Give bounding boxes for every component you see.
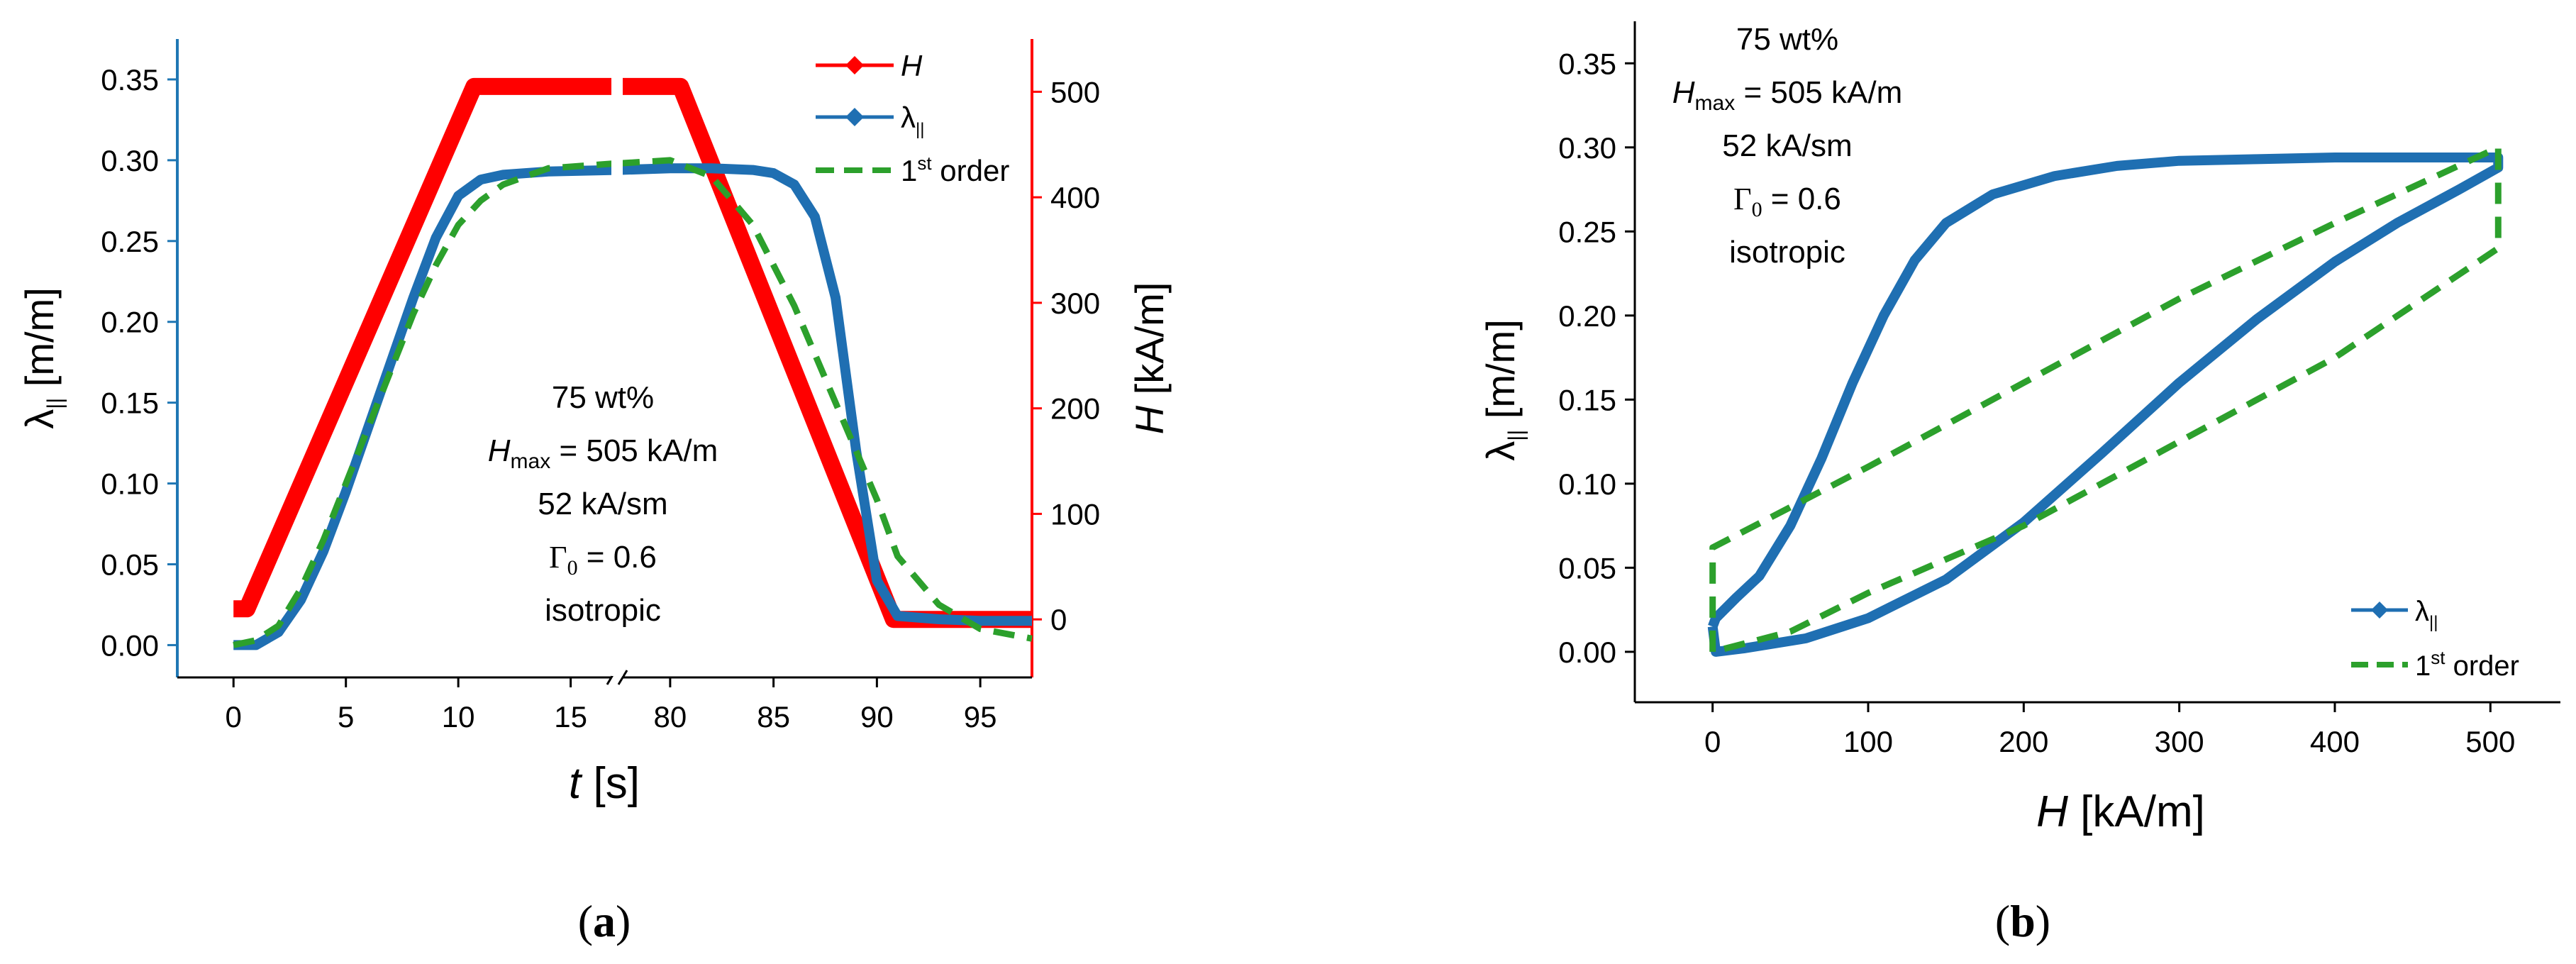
y2-tick-label: 500 <box>1050 75 1100 109</box>
y-tick-label: 0.05 <box>101 548 159 582</box>
series-lambda-line <box>233 165 616 650</box>
legend-lambda-marker <box>845 108 864 126</box>
annotation-a-line-3: Γ0 = 0.6 <box>549 540 657 580</box>
annotation-b-line-3: Γ0 = 0.6 <box>1733 182 1841 221</box>
x-tick-label: 85 <box>757 700 790 733</box>
y-tick-label: 0.20 <box>101 306 159 339</box>
legend-h-label: H <box>901 49 923 82</box>
annotation-a-line-2: 52 kA/sm <box>538 487 667 521</box>
series-lambda-line <box>618 163 1032 626</box>
x-tick-label: 10 <box>442 700 475 733</box>
x-axis-label: H [kA/m] <box>2036 787 2205 836</box>
y2-tick-label: 100 <box>1050 497 1100 531</box>
x-tick-label: 100 <box>1843 725 1893 758</box>
legend-lambda-label: λ|| <box>901 101 924 139</box>
y-tick-label: 0.35 <box>101 63 159 96</box>
x-tick-label: 95 <box>964 700 997 733</box>
y-tick-label: 0.25 <box>101 225 159 258</box>
x-tick-label: 0 <box>226 700 242 733</box>
x-tick-label: 400 <box>2310 725 2360 758</box>
break-gap <box>611 39 623 676</box>
panel-label-a: (a) <box>578 896 631 946</box>
series-h-line <box>233 77 616 618</box>
legend-lambda-marker <box>2371 602 2388 619</box>
annotation-a-line-4: isotropic <box>545 593 661 628</box>
legend-first-order-label: 1st order <box>901 153 1009 187</box>
annotation-a-line-1: Hmax = 505 kA/m <box>488 433 718 473</box>
y2-tick-label: 200 <box>1050 392 1100 426</box>
y-tick-label: 0.10 <box>101 467 159 501</box>
y-tick-label: 0.30 <box>1558 131 1616 165</box>
series-first-order-line <box>618 157 1033 642</box>
axis-break-mark <box>617 670 628 685</box>
legend-h-marker <box>845 56 864 74</box>
legend-b: λ|| 1st order <box>2351 596 2519 682</box>
series-lambda-line <box>1707 153 2504 657</box>
y2-axis-label: H [kA/m] <box>1127 282 1172 435</box>
y-tick-label: 0.15 <box>101 387 159 420</box>
y-tick-label: 0.30 <box>101 144 159 177</box>
panel-label-b: (b) <box>1995 896 2050 946</box>
chart-b: 0.00 0.05 0.10 0.15 0.20 0.25 0.30 0.35 0 100 200 3… <box>1478 21 2560 946</box>
y-tick-label: 0.25 <box>1558 215 1616 248</box>
series-first-order-line <box>1709 144 2502 655</box>
y-tick-label: 0.15 <box>1558 383 1616 416</box>
y-tick-label: 0.35 <box>1558 47 1616 80</box>
y-tick-label: 0.10 <box>1558 467 1616 501</box>
y-tick-label: 0.05 <box>1558 551 1616 585</box>
series-first-order-line <box>233 160 616 648</box>
y-tick-label: 0.00 <box>101 628 159 662</box>
x-tick-label: 0 <box>1704 725 1721 758</box>
chart-a: 0.000.050.100.150.200.250.300.3501002003… <box>17 39 1172 946</box>
y-tick-label: 0.20 <box>1558 299 1616 333</box>
y2-tick-label: 400 <box>1050 181 1100 214</box>
annotation-b-line-0: 75 wt% <box>1736 22 1838 57</box>
y-axis-label: λ|| [m/m] <box>17 287 67 429</box>
x-tick-label: 500 <box>2465 725 2515 758</box>
legend-first-order-label: 1st order <box>2415 647 2519 682</box>
y-axis-label: λ|| [m/m] <box>1478 319 1528 461</box>
y2-tick-label: 300 <box>1050 287 1100 320</box>
x-tick-label: 200 <box>1999 725 2048 758</box>
legend-a: Hλ|| 1st order <box>816 49 1009 187</box>
annotation-b-line-4: isotropic <box>1729 235 1845 270</box>
annotation-b-line-2: 52 kA/sm <box>1722 128 1852 163</box>
x-tick-label: 5 <box>338 700 354 733</box>
x-tick-label: 80 <box>654 700 687 733</box>
annotation-b-line-1: Hmax = 505 kA/m <box>1672 75 1902 115</box>
x-tick-label: 15 <box>554 700 587 733</box>
y-tick-label: 0.00 <box>1558 636 1616 669</box>
y2-tick-label: 0 <box>1050 603 1067 636</box>
x-axis-label: t [s] <box>569 759 640 808</box>
x-tick-label: 300 <box>2155 725 2204 758</box>
annotation-a-line-0: 75 wt% <box>552 380 654 415</box>
x-tick-label: 90 <box>860 700 894 733</box>
legend-lambda-label: λ|| <box>2415 596 2438 632</box>
